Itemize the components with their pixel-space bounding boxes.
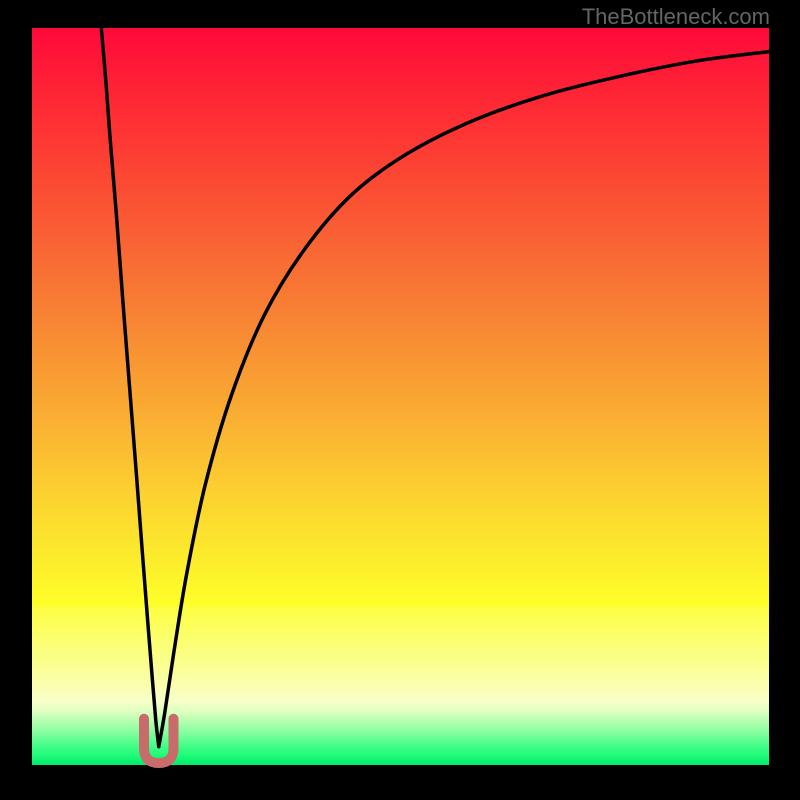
chart-container: TheBottleneck.com [0, 0, 800, 800]
watermark-text: TheBottleneck.com [582, 4, 770, 30]
plot-area-gradient [32, 28, 769, 765]
chart-svg [0, 0, 800, 800]
